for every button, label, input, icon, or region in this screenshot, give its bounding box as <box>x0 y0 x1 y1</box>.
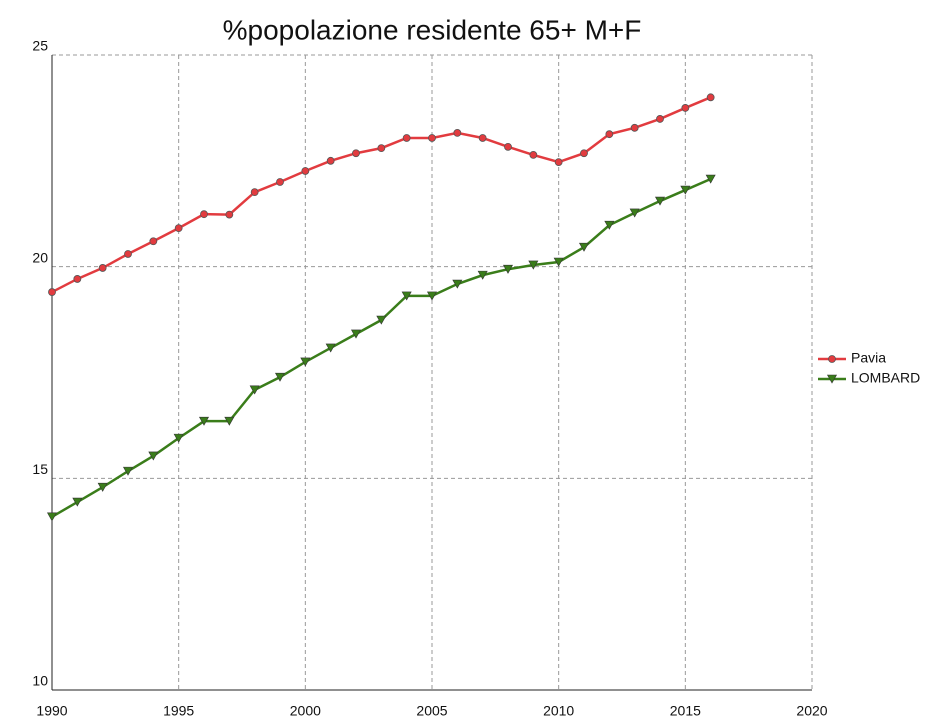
marker <box>122 466 134 476</box>
marker <box>529 151 538 159</box>
x-tick-label: 1990 <box>36 703 67 719</box>
marker <box>350 329 362 339</box>
marker <box>224 416 235 426</box>
marker <box>426 291 438 301</box>
marker <box>580 149 588 158</box>
marker <box>98 264 107 272</box>
marker <box>274 372 286 382</box>
marker <box>72 497 83 507</box>
marker <box>48 288 56 296</box>
marker <box>453 128 462 137</box>
marker <box>249 385 260 395</box>
marker <box>402 134 411 142</box>
marker <box>46 512 58 522</box>
marker <box>528 260 539 270</box>
marker <box>173 433 184 443</box>
series-line <box>51 177 712 518</box>
marker <box>477 270 488 280</box>
marker <box>504 142 512 151</box>
marker <box>502 264 514 274</box>
marker <box>325 343 336 353</box>
marker <box>826 374 838 384</box>
marker <box>200 210 208 219</box>
marker <box>680 185 691 195</box>
marker <box>198 416 210 426</box>
marker <box>605 130 614 139</box>
marker <box>326 156 335 165</box>
marker <box>276 178 284 186</box>
marker <box>705 174 716 184</box>
marker <box>452 279 463 289</box>
series-line <box>51 96 712 294</box>
marker <box>124 250 132 258</box>
marker <box>681 104 690 112</box>
marker <box>300 357 311 367</box>
chart-title: %popolazione residente 65+ M+F <box>223 14 642 45</box>
y-tick-label: 25 <box>32 38 48 54</box>
y-tick-label: 20 <box>32 249 48 265</box>
x-tick-label: 1995 <box>163 703 194 719</box>
x-tick-label: 2000 <box>290 703 321 719</box>
marker <box>428 134 436 142</box>
marker <box>148 451 159 461</box>
x-tick-label: 2020 <box>796 703 827 719</box>
marker <box>401 291 412 301</box>
marker <box>828 355 836 363</box>
marker <box>578 242 590 252</box>
marker <box>478 134 487 142</box>
marker <box>352 149 360 158</box>
marker <box>554 158 563 167</box>
marker <box>630 123 639 132</box>
marker <box>97 482 108 492</box>
x-tick-label: 2010 <box>543 703 574 719</box>
x-tick-label: 2015 <box>670 703 701 719</box>
marker <box>301 167 310 175</box>
legend-label: Pavia <box>851 350 886 366</box>
marker <box>174 224 183 233</box>
marker <box>604 220 615 230</box>
marker <box>706 93 715 102</box>
marker <box>250 188 259 197</box>
marker <box>629 208 640 218</box>
marker <box>656 115 664 123</box>
marker <box>377 144 386 153</box>
marker <box>73 275 82 283</box>
y-tick-label: 10 <box>32 673 48 689</box>
marker <box>149 237 158 246</box>
legend-label: LOMBARD <box>851 370 920 386</box>
marker <box>376 315 387 325</box>
marker <box>225 210 234 219</box>
marker <box>553 257 564 267</box>
x-tick-label: 2005 <box>416 703 447 719</box>
y-tick-label: 15 <box>32 461 48 477</box>
marker <box>654 196 666 206</box>
